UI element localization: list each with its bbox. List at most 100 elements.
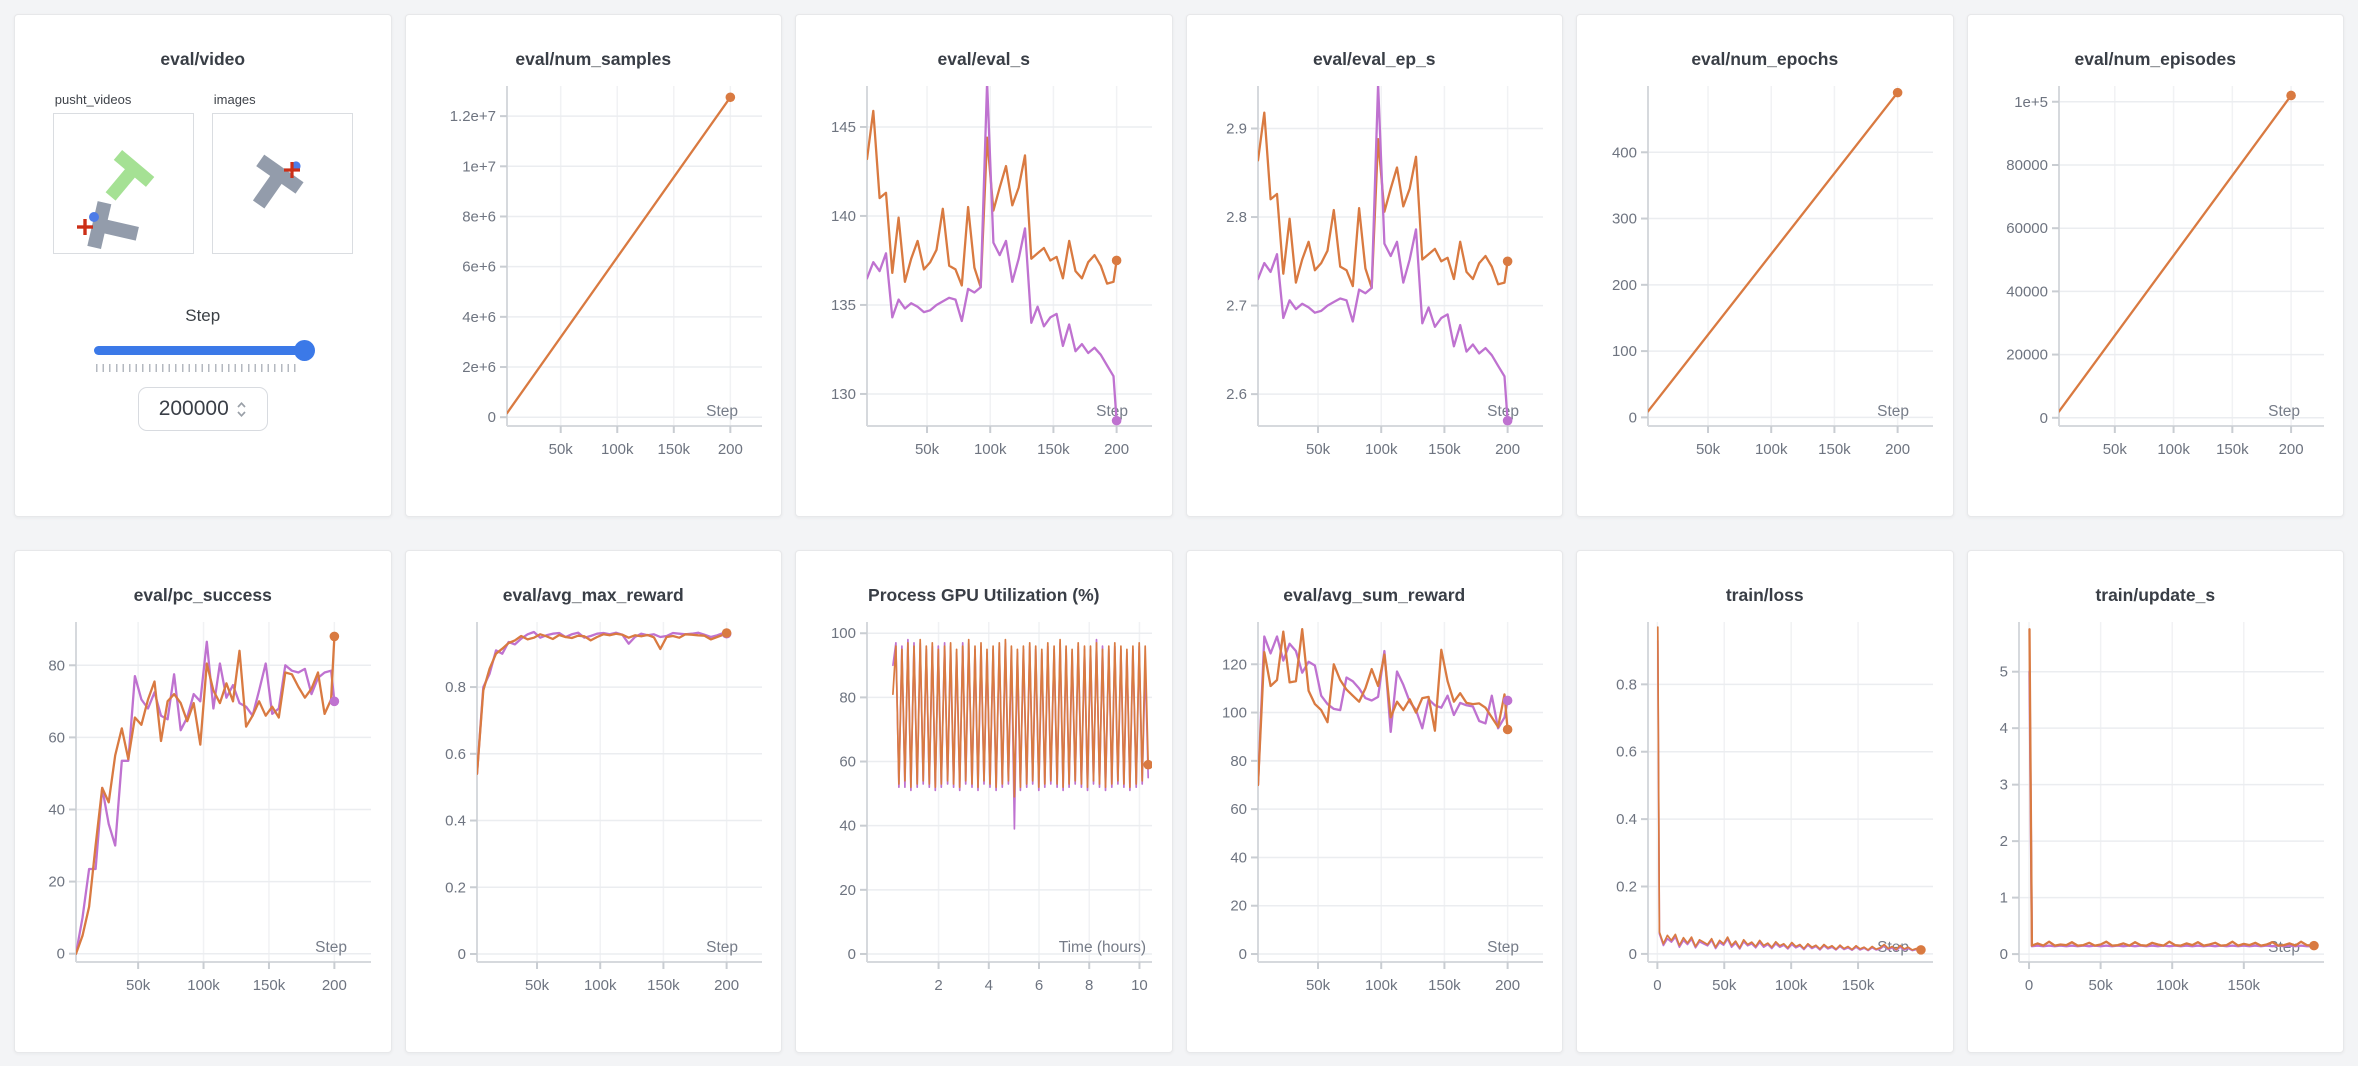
y-tick-label: 60 — [1230, 801, 1247, 818]
x-tick-label: 150k — [647, 977, 680, 994]
spinner-down-icon[interactable] — [237, 410, 246, 417]
y-tick-label: 60 — [49, 729, 66, 746]
x-tick-label: 50k — [126, 977, 151, 994]
y-tick-label: 2e+6 — [462, 359, 496, 376]
y-tick-label: 1e+5 — [2014, 94, 2048, 111]
x-tick-label: 100k — [601, 441, 634, 458]
target-cross-icon — [76, 219, 93, 235]
step-slider[interactable] — [93, 340, 315, 361]
target-cross-icon — [283, 162, 300, 178]
x-tick-label: 8 — [1085, 977, 1093, 994]
series-end-dot-orange — [721, 628, 732, 638]
y-tick-label: 2.6 — [1226, 386, 1247, 403]
y-tick-label: 6e+6 — [462, 259, 496, 276]
x-tick-label: 50k — [2102, 441, 2127, 458]
y-tick-label: 2.7 — [1226, 298, 1247, 315]
x-tick-label: 100k — [1755, 441, 1788, 458]
series-line-purple — [1257, 86, 1509, 422]
y-tick-label: 1e+7 — [462, 158, 496, 175]
x-tick-label: 150k — [253, 977, 286, 994]
chart-title: eval/avg_sum_reward — [1283, 585, 1466, 605]
chart-eval-num_episodes[interactable]: 0 20000 40000 60000 80000 1e+5 50k 100k 150k 200 S… — [1975, 78, 2336, 478]
chart-eval-avg_max_reward[interactable]: 0 0.2 0.4 0.6 0.8 50k 100k 150k 200 Step — [413, 614, 774, 1014]
series-end-dot-orange — [1502, 724, 1513, 735]
y-tick-label: 20000 — [2006, 347, 2048, 364]
series-line-purple — [892, 638, 1150, 830]
chart-eval-eval_s[interactable]: 130 135 140 145 50k 100k 150k 200 Step — [803, 78, 1164, 478]
y-tick-label: 4e+6 — [462, 309, 496, 326]
series-line-orange — [2058, 94, 2292, 413]
series-end-dot-orange — [2286, 90, 2296, 101]
x-tick-label: 150k — [1428, 441, 1461, 458]
media-key-label: pusht_videos — [54, 92, 132, 107]
series-end-dot-orange — [1143, 759, 1153, 770]
y-tick-label: 135 — [831, 297, 856, 314]
series-end-dot-orange — [1893, 87, 1903, 98]
chart-process-gpu-utilization[interactable]: 0 20 40 60 80 100 2 4 6 8 10 Time (hours) — [803, 614, 1164, 1014]
chart-title: eval/num_samples — [515, 49, 672, 69]
x-tick-label: 50k — [915, 441, 940, 458]
panel-eval-video: eval/video pusht_videos — [14, 14, 392, 517]
y-tick-label: 40000 — [2006, 283, 2048, 300]
chart-title: eval/num_episodes — [2074, 49, 2236, 69]
media-key-label: images — [213, 92, 256, 107]
y-tick-label: 0 — [1629, 409, 1637, 426]
pusht-scene-block-only — [252, 154, 304, 209]
y-tick-label: 145 — [831, 119, 856, 136]
series-end-dot-purple — [1502, 695, 1513, 706]
x-tick-label: 200 — [1495, 977, 1520, 994]
series-line-orange — [867, 109, 1118, 289]
series-line-purple — [1657, 639, 1923, 952]
step-slider-track[interactable] — [93, 346, 312, 355]
series-line-orange — [2028, 628, 2315, 947]
y-tick-label: 0 — [1238, 946, 1246, 963]
step-value-input[interactable]: 200000 — [137, 387, 268, 431]
chart-title: Process GPU Utilization (%) — [868, 585, 1100, 605]
series-line-purple — [1257, 635, 1509, 787]
y-tick-label: 80 — [840, 689, 857, 706]
x-tick-label: 6 — [1035, 977, 1043, 994]
y-tick-label: 0 — [487, 409, 495, 426]
series-end-dot-orange — [1112, 255, 1122, 266]
y-tick-label: 0 — [1629, 946, 1637, 963]
chart-title: eval/num_epochs — [1691, 49, 1839, 69]
series-line-orange — [1648, 91, 1899, 413]
series-end-dot-purple — [1112, 415, 1122, 426]
x-tick-label: 200 — [322, 977, 347, 994]
pusht-block-t-shape — [87, 201, 139, 250]
x-tick-label: 150k — [1842, 977, 1875, 994]
chart-eval-num_epochs[interactable]: 0 100 200 300 400 50k 100k 150k 200 Step — [1584, 78, 1945, 478]
chart-eval-eval_ep_s[interactable]: 2.6 2.7 2.8 2.9 50k 100k 150k 200 Step — [1194, 78, 1555, 478]
step-slider-block: Step 200000 — [93, 306, 315, 431]
y-tick-label: 60000 — [2006, 220, 2048, 237]
y-tick-label: 40 — [840, 818, 857, 835]
series-line-orange — [1257, 111, 1509, 290]
y-tick-label: 0.6 — [445, 746, 466, 763]
pusht-image-thumbnail[interactable] — [211, 113, 353, 254]
step-slider-thumb[interactable] — [293, 340, 315, 361]
chart-eval-pc_success[interactable]: 0 20 40 60 80 50k 100k 150k 200 Step — [22, 614, 383, 1014]
x-axis-label: Step — [1877, 403, 1909, 420]
y-tick-label: 20 — [840, 882, 857, 899]
chart-eval-num_samples[interactable]: 0 2e+6 4e+6 6e+6 8e+6 1e+7 1.2e+7 50k 100k 150k 20… — [413, 78, 774, 478]
chart-eval-avg_sum_reward[interactable]: 0 20 40 60 80 100 120 50k 100k 150k 200 Step — [1194, 614, 1555, 1014]
pusht-goal-t-shape — [105, 149, 155, 201]
panel-eval-pc_success: eval/pc_success 0 20 40 60 80 50k 100k 150k 200 St… — [14, 550, 392, 1053]
pusht-video-thumbnail[interactable] — [52, 113, 194, 254]
x-axis-label: Step — [1096, 403, 1128, 420]
x-tick-label: 100k — [584, 977, 617, 994]
y-tick-label: 20 — [1230, 898, 1247, 915]
x-tick-label: 100k — [2156, 977, 2189, 994]
x-tick-label: 0 — [1653, 977, 1661, 994]
spinner-up-icon[interactable] — [237, 401, 246, 408]
chart-title: eval/eval_s — [937, 49, 1030, 69]
series-end-dot-purple — [329, 696, 340, 707]
x-axis-label: Step — [706, 403, 738, 420]
y-tick-label: 80 — [1230, 753, 1247, 770]
x-tick-label: 50k — [2088, 977, 2113, 994]
y-tick-label: 80000 — [2006, 157, 2048, 174]
x-tick-label: 50k — [1696, 441, 1721, 458]
